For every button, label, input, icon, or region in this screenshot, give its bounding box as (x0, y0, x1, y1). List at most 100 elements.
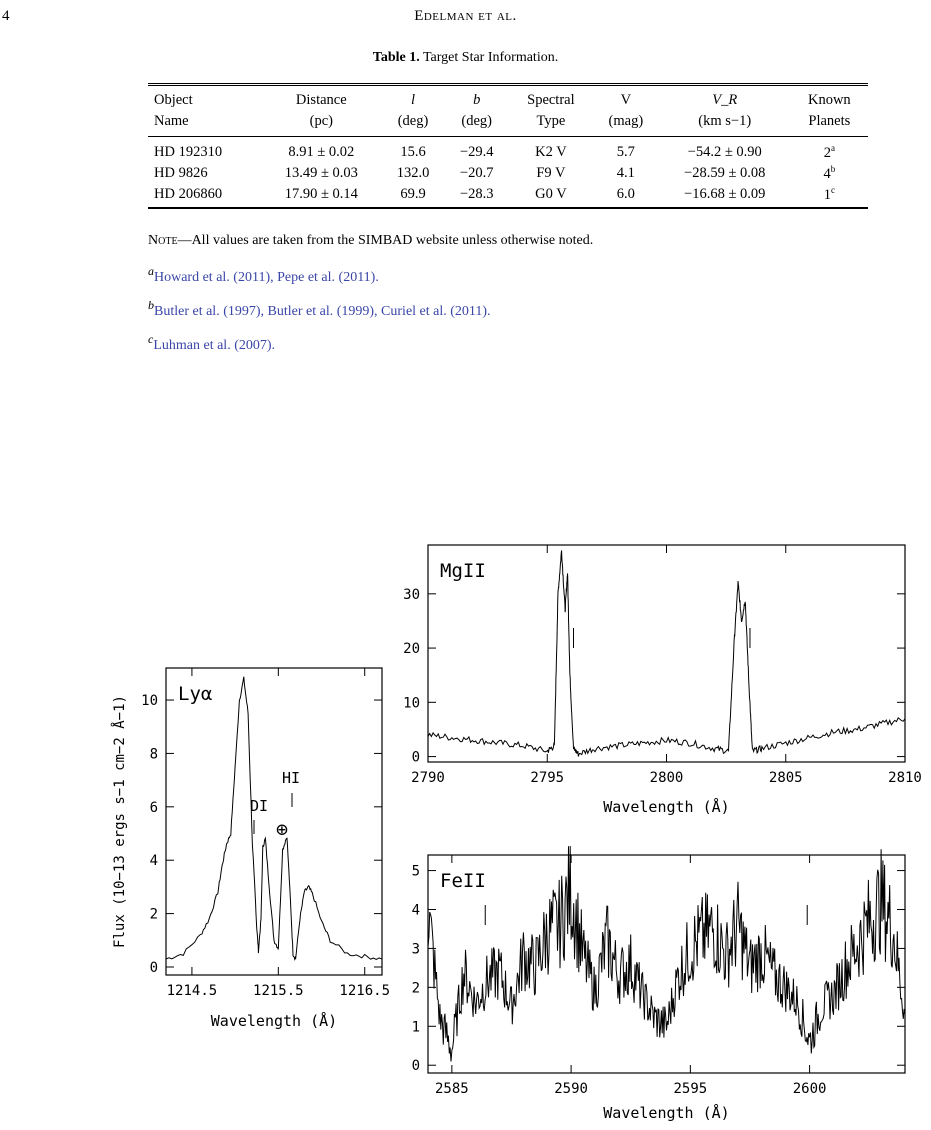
col-subheader: Planets (790, 111, 868, 137)
table-row: HD 9826 13.49 ± 0.03 132.0 −20.7 F9 V 4.… (148, 163, 868, 184)
col-header: Known (790, 83, 868, 111)
footnote-citation[interactable]: Howard et al. (2011), Pepe et al. (2011)… (154, 270, 379, 285)
table-caption: Table 1. Target Star Information. (0, 50, 931, 66)
footnote-citation[interactable]: Butler et al. (1997), Butler et al. (199… (154, 304, 491, 319)
col-subheader: Name (148, 111, 262, 137)
col-header: Object (148, 83, 262, 111)
y-tick-label: 2 (150, 907, 158, 923)
y-tick-label: 0 (412, 750, 420, 766)
col-header: V (592, 83, 659, 111)
x-tick-label: 2595 (673, 1081, 707, 1097)
spectrum-line (427, 550, 906, 757)
cell-name: HD 192310 (154, 143, 223, 160)
x-axis-label: Wavelength (Å) (603, 797, 729, 816)
cell-name: HD 206860 (148, 183, 262, 210)
footnote-mark: a (148, 264, 154, 278)
cell-v: 6.0 (592, 183, 659, 210)
y-axis-label: Flux (10−13 ergs s−1 cm−2 Å−1) (111, 695, 128, 948)
y-tick-label: 8 (150, 746, 158, 762)
plot-frame (165, 667, 383, 976)
x-tick-label: 1215.5 (253, 983, 304, 999)
table-row: HD 192310 8.91 ± 0.02 15.6 −29.4 K2 V 5.… (148, 137, 868, 163)
note-text: —All values are taken from the SIMBAD we… (177, 233, 594, 248)
footnote-b: bButler et al. (1997), Butler et al. (19… (148, 298, 491, 320)
cell-v: 4.1 (616, 164, 635, 181)
cell-distance: 13.49 ± 0.03 (284, 164, 358, 181)
col-header: V_R (658, 83, 791, 111)
y-tick-label: 4 (412, 903, 420, 919)
col-header: Spectral (508, 83, 593, 111)
y-tick-label: 30 (403, 587, 420, 603)
col-subheader: Type (508, 111, 593, 137)
x-axis-label: Wavelength (Å) (211, 1011, 337, 1030)
panel-title: MgII (440, 560, 486, 582)
y-tick-label: 3 (412, 941, 420, 957)
x-tick-label: 1216.5 (339, 983, 390, 999)
spectrum-line (165, 676, 383, 962)
footnote-mark: b (148, 298, 154, 312)
cell-vr: −28.59 ± 0.08 (684, 164, 766, 181)
cell-sptype: G0 V (508, 183, 593, 210)
col-subheader: (deg) (444, 111, 509, 137)
y-tick-label: 10 (141, 693, 158, 709)
planets-note-mark: c (830, 184, 835, 195)
annotation-earth: ⊕ (276, 817, 288, 841)
x-tick-label: 2810 (888, 770, 922, 786)
cell-planets: 1c (790, 183, 868, 210)
y-tick-label: 5 (412, 864, 420, 880)
table-row: HD 206860 17.90 ± 0.14 69.9 −28.3 G0 V 6… (148, 183, 868, 210)
cell-vr: −54.2 ± 0.90 (687, 143, 762, 160)
running-head: Edelman et al. (414, 8, 517, 24)
spectrum-line (427, 845, 906, 1062)
cell-vr: −16.68 ± 0.09 (658, 183, 791, 210)
planets-note-mark: b (830, 163, 836, 174)
col-subheader: (pc) (261, 111, 382, 137)
footnote-a: aHoward et al. (2011), Pepe et al. (2011… (148, 264, 379, 286)
cell-l: 69.9 (381, 183, 445, 210)
y-tick-label: 1 (412, 1019, 420, 1035)
y-tick-label: 20 (403, 641, 420, 657)
x-axis-label: Wavelength (Å) (603, 1103, 729, 1122)
x-tick-label: 2590 (554, 1081, 588, 1097)
table-title: Target Star Information. (422, 50, 559, 65)
planets-count: 4 (823, 165, 831, 182)
cell-planets: 2a (791, 137, 868, 163)
note-label: Note (148, 233, 178, 248)
table-note: Note—All values are taken from the SIMBA… (148, 233, 593, 249)
x-tick-label: 2795 (530, 770, 564, 786)
col-header: b (444, 83, 509, 111)
annotation-HI: HI (282, 769, 300, 787)
x-tick-label: 2585 (435, 1081, 469, 1097)
cell-b: −28.3 (444, 183, 509, 210)
y-tick-label: 0 (150, 960, 158, 976)
annotation-DI: DI (250, 797, 268, 815)
cell-v: 5.7 (616, 143, 635, 160)
cell-distance: 17.90 ± 0.14 (261, 183, 382, 210)
col-subheader: (km s−1) (658, 111, 791, 137)
footnote-citation[interactable]: Luhman et al. (2007). (153, 338, 276, 353)
table-label: Table 1. (372, 50, 420, 65)
x-tick-label: 1214.5 (167, 983, 218, 999)
cell-sptype: K2 V (535, 143, 567, 160)
y-tick-label: 6 (150, 800, 158, 816)
planets-count: 1 (823, 186, 831, 203)
y-tick-label: 4 (150, 853, 158, 869)
spectrum-panel-0: 1214.5 1215.5 1216.5 0 2 4 6 8 10 Lyα Wavelength (… (111, 667, 390, 1030)
spectrum-panel-2: 2585 2590 2595 2600 0 1 2 3 4 5 FeII Wavelength (Å) (412, 845, 906, 1122)
page-number: 4 (2, 8, 10, 24)
panel-title: Lyα (178, 683, 212, 705)
panel-title: FeII (440, 870, 486, 892)
cell-distance: 8.91 ± 0.02 (288, 143, 355, 160)
x-tick-label: 2800 (650, 770, 684, 786)
footnote-c: cLuhman et al. (2007). (148, 332, 275, 354)
y-tick-label: 10 (403, 695, 420, 711)
cell-l: 15.6 (400, 143, 426, 160)
col-header: Distance (261, 83, 382, 111)
y-tick-label: 2 (412, 980, 420, 996)
planets-count: 2 (823, 144, 831, 161)
col-header: l (381, 83, 445, 111)
footnote-mark: c (148, 332, 154, 346)
target-star-table: Object Distance l b Spectral V V_R Known… (148, 83, 868, 210)
x-tick-label: 2790 (411, 770, 445, 786)
